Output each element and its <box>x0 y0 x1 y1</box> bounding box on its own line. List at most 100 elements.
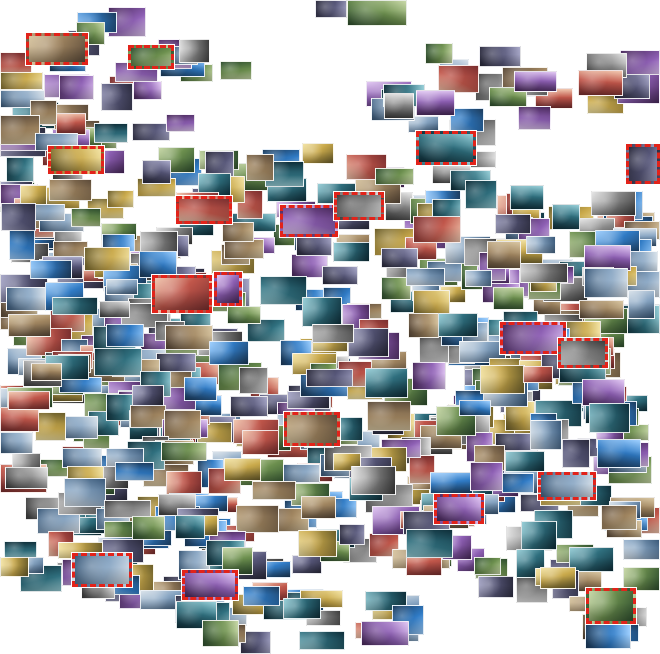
photo-thumbnail <box>302 143 334 164</box>
highlighted-photo-thumbnail <box>415 130 477 166</box>
photo-thumbnail <box>224 239 264 259</box>
photo-thumbnail <box>64 478 106 507</box>
photo-thumbnail <box>585 624 631 649</box>
photo-thumbnail <box>413 216 461 243</box>
photo-thumbnail <box>9 230 35 260</box>
photo-thumbnail <box>520 263 568 283</box>
photo-thumbnail <box>530 420 562 450</box>
highlighted-photo-thumbnail <box>279 204 339 238</box>
photo-thumbnail <box>115 462 154 481</box>
highlighted-photo-thumbnail <box>181 569 239 601</box>
photo-thumbnail <box>628 290 655 319</box>
photo-thumbnail <box>220 61 252 80</box>
photo-thumbnail <box>438 65 479 93</box>
photo-thumbnail <box>104 500 151 518</box>
photo-thumbnail <box>179 39 210 63</box>
photo-thumbnail <box>59 75 94 100</box>
highlighted-photo-thumbnail <box>625 143 660 185</box>
photo-thumbnail <box>53 241 88 258</box>
photo-thumbnail <box>597 439 641 468</box>
photo-thumbnail <box>0 432 33 454</box>
photo-thumbnail <box>361 621 409 646</box>
photo-thumbnail <box>301 496 336 519</box>
photo-thumbnail <box>562 439 590 468</box>
photo-thumbnail <box>230 396 268 417</box>
photo-thumbnail <box>489 87 527 107</box>
photo-thumbnail <box>495 214 531 234</box>
photo-thumbnail <box>175 515 205 539</box>
photo-thumbnail <box>416 90 455 116</box>
photo-thumbnail <box>569 547 614 572</box>
photo-thumbnail <box>6 287 46 311</box>
photo-thumbnail <box>552 204 580 230</box>
photo-thumbnail <box>35 412 66 441</box>
photo-thumbnail <box>465 180 497 209</box>
photo-thumbnail <box>140 590 186 610</box>
highlighted-photo-thumbnail <box>585 587 637 625</box>
photo-thumbnail <box>480 365 525 394</box>
photo-thumbnail <box>1 203 36 231</box>
photo-thumbnail <box>299 631 345 650</box>
photo-thumbnail <box>474 557 501 575</box>
photo-thumbnail <box>438 313 478 337</box>
highlighted-photo-thumbnail <box>333 191 385 221</box>
photo-thumbnail <box>161 442 207 461</box>
photo-thumbnail <box>237 190 263 219</box>
photo-thumbnail <box>30 260 72 279</box>
photo-thumbnail <box>493 287 524 310</box>
photo-thumbnail <box>222 222 254 242</box>
photo-thumbnail <box>132 516 165 540</box>
photo-thumbnail <box>347 0 407 26</box>
photo-thumbnail <box>20 565 62 592</box>
photo-thumbnail <box>412 362 446 390</box>
photo-thumbnail <box>495 433 538 451</box>
photo-thumbnail <box>502 473 534 493</box>
photo-thumbnail <box>4 541 37 559</box>
photo-thumbnail <box>582 379 625 406</box>
photo-thumbnail <box>430 472 473 495</box>
photo-thumbnail <box>470 462 503 491</box>
photo-thumbnail <box>589 403 630 433</box>
photo-thumbnail <box>333 242 370 262</box>
photo-thumbnail <box>242 430 279 455</box>
highlighted-photo-thumbnail <box>557 337 609 369</box>
photo-thumbnail <box>31 363 62 381</box>
highlighted-photo-thumbnail <box>537 471 597 501</box>
photo-thumbnail <box>518 106 551 130</box>
photo-thumbnail <box>578 70 623 96</box>
photo-thumbnail <box>584 245 631 271</box>
photo-thumbnail <box>579 300 624 319</box>
photo-thumbnail <box>224 458 261 481</box>
photo-thumbnail <box>601 505 637 530</box>
photo-thumbnail <box>49 179 92 201</box>
photo-thumbnail <box>236 505 279 533</box>
photo-thumbnail <box>8 314 51 337</box>
photo-thumbnail <box>164 410 201 439</box>
photo-thumbnail <box>6 157 34 182</box>
photo-thumbnail <box>367 401 411 431</box>
photo-thumbnail <box>425 43 453 64</box>
photo-thumbnail <box>465 270 492 287</box>
photo-thumbnail <box>265 161 304 187</box>
photo-thumbnail <box>156 353 196 372</box>
photo-thumbnail <box>406 529 453 558</box>
photo-thumbnail <box>516 575 548 603</box>
photo-thumbnail <box>591 191 636 216</box>
photo-thumbnail <box>106 324 144 347</box>
photo-thumbnail <box>322 266 358 285</box>
highlighted-photo-thumbnail <box>25 32 89 66</box>
photo-thumbnail <box>247 319 285 342</box>
photo-thumbnail <box>406 268 445 286</box>
photo-thumbnail <box>521 521 557 550</box>
photo-thumbnail <box>478 576 514 598</box>
photo-thumbnail <box>526 236 556 254</box>
photo-thumbnail <box>101 83 133 111</box>
photo-thumbnail <box>202 620 239 647</box>
photo-thumbnail <box>139 251 177 278</box>
highlighted-photo-thumbnail <box>499 321 567 355</box>
photo-thumbnail <box>0 72 43 90</box>
photo-thumbnail <box>94 123 128 143</box>
photo-thumbnail <box>132 385 164 406</box>
photo-thumbnail <box>0 407 39 432</box>
